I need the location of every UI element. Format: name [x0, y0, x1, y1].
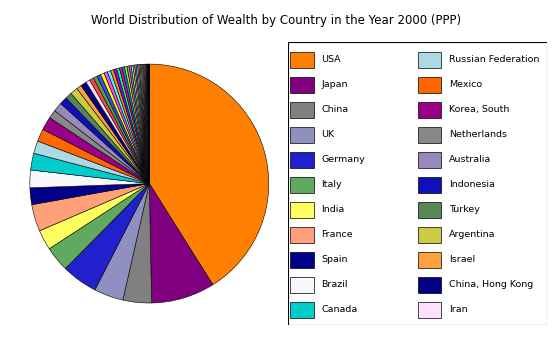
Text: Russian Federation: Russian Federation [448, 55, 539, 64]
Wedge shape [71, 89, 149, 184]
Bar [418, 127, 441, 143]
Bar [418, 52, 441, 68]
Bar [290, 302, 314, 318]
Wedge shape [144, 64, 149, 184]
Bar [418, 252, 441, 268]
Text: India: India [321, 205, 345, 214]
Text: Japan: Japan [321, 80, 348, 89]
Bar [290, 277, 314, 293]
Wedge shape [34, 141, 149, 184]
Wedge shape [148, 64, 149, 184]
Bar [290, 252, 314, 268]
Wedge shape [144, 64, 149, 184]
Wedge shape [61, 98, 149, 184]
Wedge shape [143, 64, 149, 184]
Wedge shape [142, 64, 149, 184]
Wedge shape [50, 111, 149, 184]
Wedge shape [139, 65, 149, 184]
Bar [418, 77, 441, 93]
Wedge shape [147, 64, 149, 184]
Text: China, Hong Kong: China, Hong Kong [448, 280, 533, 289]
Wedge shape [127, 66, 149, 184]
Wedge shape [146, 64, 149, 184]
Bar [418, 152, 441, 168]
Wedge shape [93, 76, 149, 184]
Bar [290, 152, 314, 168]
Wedge shape [104, 72, 149, 184]
Wedge shape [86, 80, 149, 184]
Text: China: China [321, 105, 348, 114]
Bar [418, 202, 441, 218]
Wedge shape [40, 184, 149, 249]
Wedge shape [111, 70, 149, 184]
Wedge shape [32, 184, 149, 231]
Wedge shape [119, 67, 149, 184]
Text: Israel: Israel [448, 255, 475, 264]
Wedge shape [43, 118, 149, 184]
Text: UK: UK [321, 130, 335, 139]
Wedge shape [123, 184, 152, 303]
Bar [290, 102, 314, 118]
Text: World Distribution of Wealth by Country in the Year 2000 (PPP): World Distribution of Wealth by Country … [91, 14, 462, 27]
Wedge shape [81, 82, 149, 184]
Text: Spain: Spain [321, 255, 348, 264]
Bar [418, 277, 441, 293]
Wedge shape [65, 184, 149, 290]
Bar [418, 177, 441, 193]
Text: Australia: Australia [448, 155, 491, 164]
Text: USA: USA [321, 55, 341, 64]
Bar [290, 127, 314, 143]
Bar [290, 202, 314, 218]
Bar [290, 177, 314, 193]
Text: Iran: Iran [448, 305, 467, 314]
Text: Indonesia: Indonesia [448, 180, 494, 189]
Wedge shape [140, 64, 149, 184]
Text: France: France [321, 230, 353, 239]
Wedge shape [101, 73, 149, 184]
Text: Argentina: Argentina [448, 230, 495, 239]
Wedge shape [147, 64, 149, 184]
Wedge shape [138, 65, 149, 184]
Wedge shape [90, 78, 149, 184]
Wedge shape [117, 68, 149, 184]
Text: Germany: Germany [321, 155, 365, 164]
Wedge shape [149, 184, 213, 303]
Wedge shape [107, 71, 149, 184]
Bar [290, 77, 314, 93]
Wedge shape [122, 67, 149, 184]
Wedge shape [133, 65, 149, 184]
Wedge shape [95, 184, 149, 300]
Wedge shape [77, 85, 149, 184]
Wedge shape [49, 184, 149, 269]
Text: Mexico: Mexico [448, 80, 482, 89]
Wedge shape [30, 170, 149, 188]
Wedge shape [30, 184, 149, 205]
Wedge shape [145, 64, 149, 184]
Wedge shape [97, 74, 149, 184]
Wedge shape [30, 153, 149, 184]
Wedge shape [131, 65, 149, 184]
Text: Italy: Italy [321, 180, 342, 189]
Wedge shape [66, 94, 149, 184]
Bar [418, 102, 441, 118]
Wedge shape [124, 66, 149, 184]
Text: Turkey: Turkey [448, 205, 479, 214]
Text: Brazil: Brazil [321, 280, 348, 289]
Wedge shape [148, 64, 149, 184]
Wedge shape [129, 66, 149, 184]
Text: Netherlands: Netherlands [448, 130, 507, 139]
Bar [290, 227, 314, 243]
Wedge shape [38, 130, 149, 184]
Bar [418, 227, 441, 243]
Text: Canada: Canada [321, 305, 358, 314]
Wedge shape [114, 69, 149, 184]
Wedge shape [55, 103, 149, 184]
Bar [290, 52, 314, 68]
Text: Korea, South: Korea, South [448, 105, 509, 114]
Wedge shape [134, 65, 149, 184]
Wedge shape [149, 64, 269, 285]
Bar [418, 302, 441, 318]
Wedge shape [136, 65, 149, 184]
